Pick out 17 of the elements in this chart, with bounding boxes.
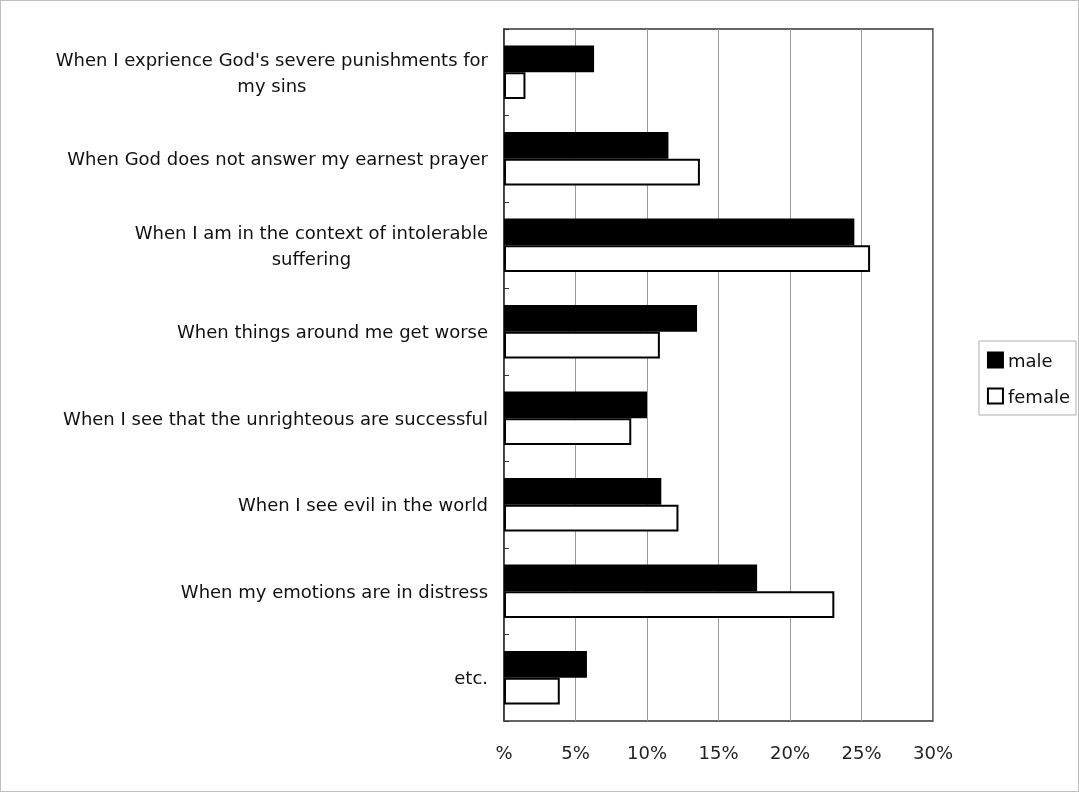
- y-tick-label: etc.: [454, 667, 488, 689]
- x-tick-label: %: [495, 741, 513, 763]
- x-tick-label: 20%: [769, 741, 811, 763]
- y-tick-label: When my emotions are in distress: [180, 580, 488, 602]
- y-tick-label: When things around me get worse: [176, 321, 489, 343]
- y-tick-label: When I see that the unrighteous are successful: [63, 407, 488, 429]
- y-tick-label: When I am in the context of intolerable suffering: [134, 221, 488, 269]
- x-tick-label: 15%: [698, 741, 739, 763]
- legend-label: female: [1007, 385, 1071, 407]
- x-tick-label: 25%: [841, 741, 882, 763]
- x-tick-label: 30%: [912, 741, 954, 763]
- y-tick-label: When I exprience God's severe punishments for my sins: [55, 48, 489, 96]
- y-tick-label: When I see evil in the world: [237, 494, 488, 516]
- y-tick-label: When God does not answer my earnest prayer: [67, 148, 489, 170]
- legend-label: male: [1007, 349, 1053, 371]
- x-tick-label: 5%: [561, 741, 590, 763]
- x-tick-label: 10%: [626, 741, 668, 763]
